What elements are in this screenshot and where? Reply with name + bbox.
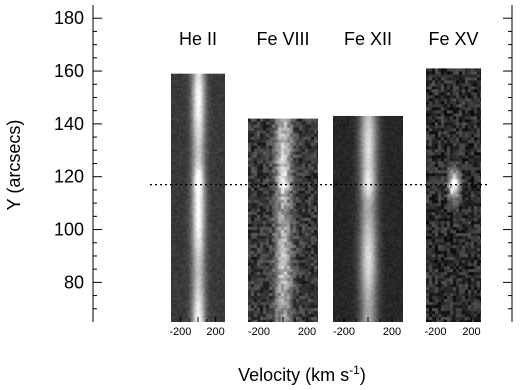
panel-he-ii: He II: [171, 29, 225, 322]
y-tick-label: 100: [54, 220, 84, 240]
x-tick-label: 200: [462, 326, 480, 338]
x-tick-label: -200: [424, 326, 446, 338]
panels-layer: He II Fe VIII Fe XII Fe XV: [171, 29, 481, 323]
y-tick-label: 80: [64, 272, 84, 292]
x-tick-label: -200: [169, 326, 191, 338]
panel-fe-viii: Fe VIII: [248, 29, 318, 322]
panel-title: Fe VIII: [256, 29, 309, 49]
x-tick-label: 200: [298, 326, 316, 338]
x-axis-label-main: Velocity (km s: [238, 365, 349, 385]
panel-image: [426, 68, 481, 323]
y-tick-label: 120: [54, 167, 84, 187]
panel-fe-xii: Fe XII: [333, 29, 403, 322]
panel-title: Fe XV: [428, 29, 478, 49]
x-tick-label: 200: [206, 326, 224, 338]
y-axis-label: Y (arcsecs): [4, 120, 24, 211]
panel-image: [248, 118, 318, 322]
panel-title: He II: [179, 29, 217, 49]
x-tick-label: -200: [248, 326, 270, 338]
panel-image: [333, 115, 403, 322]
panel-fe-xv: Fe XV: [426, 29, 481, 323]
x-axis-label-close: ): [360, 365, 366, 385]
y-tick-label: 180: [54, 8, 84, 28]
y-ticks: 80 100 120 140 160 180: [54, 8, 512, 310]
y-tick-label: 140: [54, 114, 84, 134]
x-tick-label: -200: [333, 326, 355, 338]
panel-image: [171, 73, 225, 322]
x-ticks: -200 200 -200 200 -200 200 -200 200: [169, 317, 481, 338]
x-tick-label: 200: [383, 326, 401, 338]
x-axis-label-sup: -1: [349, 363, 360, 377]
x-axis-label: Velocity (km s-1): [238, 363, 366, 385]
panel-title: Fe XII: [344, 29, 392, 49]
y-tick-label: 160: [54, 61, 84, 81]
